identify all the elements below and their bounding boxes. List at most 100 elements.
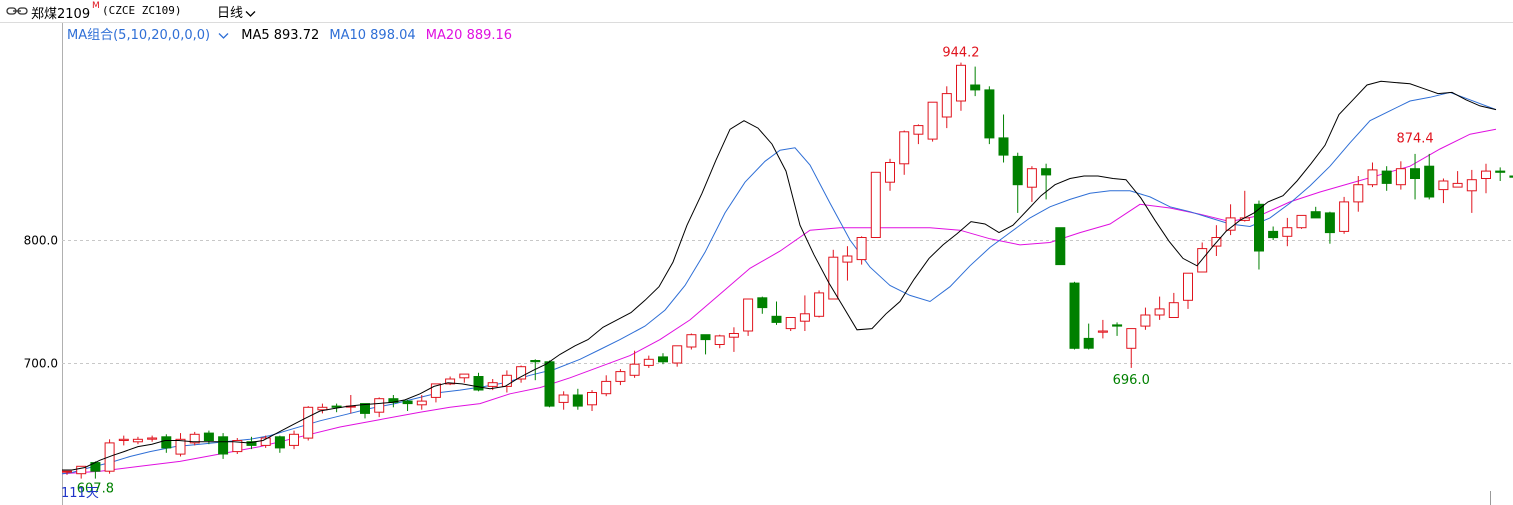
candle xyxy=(1140,307,1151,330)
candle xyxy=(1197,242,1208,273)
candle xyxy=(544,360,555,408)
candle xyxy=(360,403,370,419)
candle xyxy=(658,353,668,365)
candle-body xyxy=(1495,170,1506,173)
candle xyxy=(558,391,569,410)
low-price-label: 607.8 xyxy=(77,481,114,496)
candle-body xyxy=(714,335,725,345)
candle xyxy=(1495,167,1506,181)
candle-body xyxy=(260,437,271,446)
candle-body xyxy=(1183,272,1193,301)
candle-body xyxy=(814,292,825,317)
candle-body xyxy=(1466,179,1477,192)
candle-body xyxy=(1197,248,1208,273)
candle-body xyxy=(601,380,612,395)
grid-layer: 700.0 800.0 xyxy=(24,234,1513,371)
candle-body xyxy=(1296,214,1307,229)
candle-body xyxy=(487,382,498,387)
candle xyxy=(629,350,640,378)
candle xyxy=(62,470,72,475)
candle-body xyxy=(360,403,370,414)
candle xyxy=(1012,152,1023,213)
ma20-line xyxy=(61,128,1497,475)
candle-body xyxy=(374,398,385,413)
candles-layer xyxy=(62,62,1513,479)
candle xyxy=(1026,166,1037,202)
candle xyxy=(118,435,129,446)
candle xyxy=(1168,292,1179,319)
candle xyxy=(615,369,626,386)
candle-body xyxy=(1026,168,1037,188)
candle-body xyxy=(1424,165,1435,198)
candle xyxy=(686,333,697,350)
ma-combo-label: MA组合(5,10,20,0,0,0) xyxy=(67,28,211,43)
candle xyxy=(785,317,796,331)
candle-body xyxy=(998,137,1009,156)
candle-body xyxy=(459,373,470,379)
candle-body xyxy=(615,371,626,382)
candle xyxy=(1339,196,1350,234)
candle xyxy=(175,433,186,457)
candle xyxy=(998,114,1009,163)
candle-body xyxy=(842,255,853,263)
candle xyxy=(1268,226,1279,240)
period-select[interactable]: 日线 xyxy=(217,2,256,21)
symbol-name: 郑煤2109 xyxy=(31,7,91,22)
candle xyxy=(132,436,143,445)
candle-body xyxy=(1069,282,1080,349)
high-price-label: 874.4 xyxy=(1396,132,1433,147)
candle-body xyxy=(927,101,938,140)
candle xyxy=(1452,171,1463,188)
ma10-value: MA10 898.04 xyxy=(329,28,416,43)
candle xyxy=(303,406,314,441)
candle-body xyxy=(1353,184,1364,203)
candle xyxy=(1395,161,1406,190)
candle-body xyxy=(558,394,569,403)
candle xyxy=(516,365,527,383)
candle xyxy=(643,355,654,368)
candle xyxy=(260,435,271,448)
candle xyxy=(317,403,328,414)
ma-legend: MA组合(5,10,20,0,0,0) MA5 893.72 MA10 898.… xyxy=(67,24,518,43)
candle-body xyxy=(885,162,895,183)
candle-body xyxy=(118,438,129,441)
candle-body xyxy=(1112,324,1123,327)
chart-header: 郑煤2109 M (CZCE ZC109) 日线 xyxy=(0,0,1513,23)
candle-body xyxy=(530,360,541,363)
candle-body xyxy=(785,317,796,330)
candle xyxy=(246,436,257,450)
candle-body xyxy=(828,256,839,300)
candle-body xyxy=(572,394,583,407)
candle-body xyxy=(1254,203,1264,252)
candle-body xyxy=(232,440,243,453)
candle-body xyxy=(1097,330,1108,333)
candle xyxy=(1055,227,1066,266)
candle xyxy=(757,296,768,314)
candle xyxy=(1381,166,1392,191)
candle-body xyxy=(445,378,456,385)
ma20-value: MA20 889.16 xyxy=(425,28,513,43)
ma10-line xyxy=(61,91,1497,475)
candle-body xyxy=(1324,212,1335,234)
candle-body xyxy=(1041,168,1052,176)
candle xyxy=(416,395,427,410)
candle-body xyxy=(246,441,257,446)
link-icon[interactable] xyxy=(6,4,28,18)
candle-body xyxy=(1083,337,1094,349)
candle xyxy=(1282,217,1293,247)
chevron-down-icon xyxy=(245,10,256,17)
candle-body xyxy=(856,237,867,261)
candle-body xyxy=(303,406,314,439)
candle-body xyxy=(1282,227,1293,237)
main-contract-tag: M xyxy=(92,1,100,11)
y-tick-label: 700.0 xyxy=(24,357,58,371)
candle xyxy=(1211,225,1222,256)
candle xyxy=(842,246,853,281)
candle xyxy=(1466,169,1477,213)
candle xyxy=(501,370,512,393)
candle-body xyxy=(970,84,981,91)
ma-combo-select[interactable]: MA组合(5,10,20,0,0,0) xyxy=(67,28,229,43)
candle xyxy=(870,171,881,238)
candle-body xyxy=(1452,182,1463,188)
